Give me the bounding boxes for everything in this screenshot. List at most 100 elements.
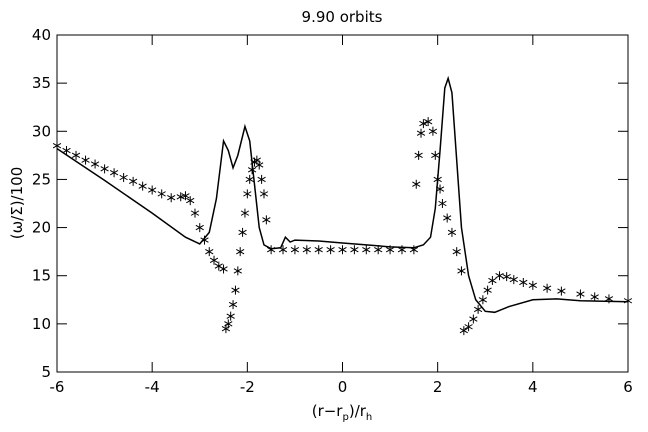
asterisk-point — [412, 179, 421, 189]
asterisk-point — [509, 275, 518, 285]
asterisk-point — [350, 245, 359, 255]
asterisk-point — [259, 189, 269, 199]
asterisk-point — [443, 213, 452, 223]
asterisk-point — [209, 255, 219, 265]
y-tick-label: 30 — [32, 122, 51, 140]
asterisk-point — [469, 314, 478, 324]
x-tick-label: -4 — [145, 378, 160, 396]
asterisk-point — [452, 247, 461, 257]
asterisk-point — [457, 266, 466, 276]
y-axis-label: (ω/Σ)/100 — [8, 167, 26, 239]
asterisk-point — [290, 245, 300, 255]
asterisk-point — [195, 223, 204, 233]
x-tick-label: 0 — [338, 378, 348, 396]
asterisk-point — [409, 245, 419, 255]
y-tick-label: 10 — [32, 315, 51, 333]
asterisk-point — [238, 227, 247, 237]
asterisk-point — [52, 141, 62, 151]
asterisk-point — [224, 319, 233, 329]
asterisk-point — [128, 176, 138, 186]
asterisk-point — [438, 199, 447, 208]
asterisk-point — [255, 160, 264, 170]
asterisk-point — [148, 185, 157, 195]
asterisk-point — [167, 193, 176, 203]
x-axis-label: (r−rp)/rh — [312, 402, 373, 423]
asterisk-point — [424, 117, 433, 127]
asterisk-point — [416, 128, 426, 138]
asterisk-point — [119, 173, 128, 183]
asterisk-point — [435, 184, 445, 194]
asterisk-point — [240, 208, 250, 218]
asterisk-point — [176, 192, 185, 202]
y-tick-label: 25 — [32, 170, 51, 188]
asterisk-point — [374, 245, 383, 255]
asterisk-point — [181, 191, 190, 201]
asterisk-point — [419, 119, 428, 129]
asterisk-point — [473, 304, 483, 314]
asterisk-point — [604, 294, 614, 304]
asterisk-point — [528, 280, 537, 290]
x-tick-label: 6 — [623, 378, 633, 396]
asterisk-point — [502, 272, 511, 282]
asterisk-point — [90, 159, 100, 169]
asterisk-point — [459, 326, 468, 336]
asterisk-point — [100, 164, 109, 174]
asterisk-point — [519, 277, 528, 287]
asterisk-point — [385, 245, 395, 255]
asterisk-point — [483, 285, 492, 295]
y-tick-label: 15 — [32, 267, 51, 285]
asterisk-point — [226, 311, 235, 321]
asterisk-point — [138, 181, 147, 191]
asterisk-point — [219, 264, 228, 274]
asterisk-point — [590, 292, 599, 302]
asterisk-point — [557, 286, 566, 296]
x-tick-label: 2 — [433, 378, 443, 396]
asterisk-point — [186, 196, 195, 206]
asterisk-point — [71, 150, 81, 160]
asterisk-point — [231, 285, 240, 295]
asterisk-point — [478, 295, 488, 305]
asterisk-point — [314, 245, 323, 255]
asterisk-point — [233, 266, 242, 276]
asterisk-point — [109, 168, 119, 178]
asterisk-point — [190, 208, 200, 218]
chart-title: 9.90 orbits — [302, 8, 383, 26]
data-line — [56, 75, 629, 314]
asterisk-point — [257, 174, 266, 184]
asterisk-point — [431, 150, 440, 160]
asterisk-point — [326, 245, 335, 255]
x-tick-label: -6 — [50, 378, 65, 396]
asterisk-point — [228, 300, 238, 310]
asterisk-point — [262, 215, 271, 225]
asterisk-point — [542, 283, 552, 293]
asterisk-point — [576, 289, 585, 299]
x-label-part: )/r — [349, 402, 367, 420]
y-tick-label: 35 — [32, 74, 51, 92]
asterisk-point — [362, 245, 371, 255]
y-tick-label: 5 — [41, 363, 51, 381]
asterisk-point — [338, 245, 347, 255]
asterisk-point — [236, 247, 245, 257]
asterisk-point — [278, 245, 288, 255]
x-tick-label: -2 — [240, 378, 255, 396]
asterisk-point — [81, 155, 90, 165]
asterisk-point — [62, 146, 71, 156]
asterisk-point — [428, 126, 438, 136]
asterisk-point — [397, 245, 407, 255]
asterisk-point — [447, 227, 457, 237]
asterisk-point — [200, 235, 209, 245]
asterisk-point — [433, 174, 442, 184]
x-label-part: (r−r — [312, 402, 344, 420]
asterisk-point — [243, 189, 252, 199]
asterisk-point — [464, 322, 473, 332]
asterisk-point — [488, 276, 497, 286]
x-label-sub: h — [366, 412, 372, 423]
asterisk-point — [266, 245, 276, 255]
asterisk-point — [247, 165, 257, 175]
asterisk-point — [157, 189, 166, 199]
asterisk-point — [414, 150, 423, 160]
y-tick-label: 40 — [32, 26, 51, 44]
asterisk-point — [205, 247, 214, 257]
